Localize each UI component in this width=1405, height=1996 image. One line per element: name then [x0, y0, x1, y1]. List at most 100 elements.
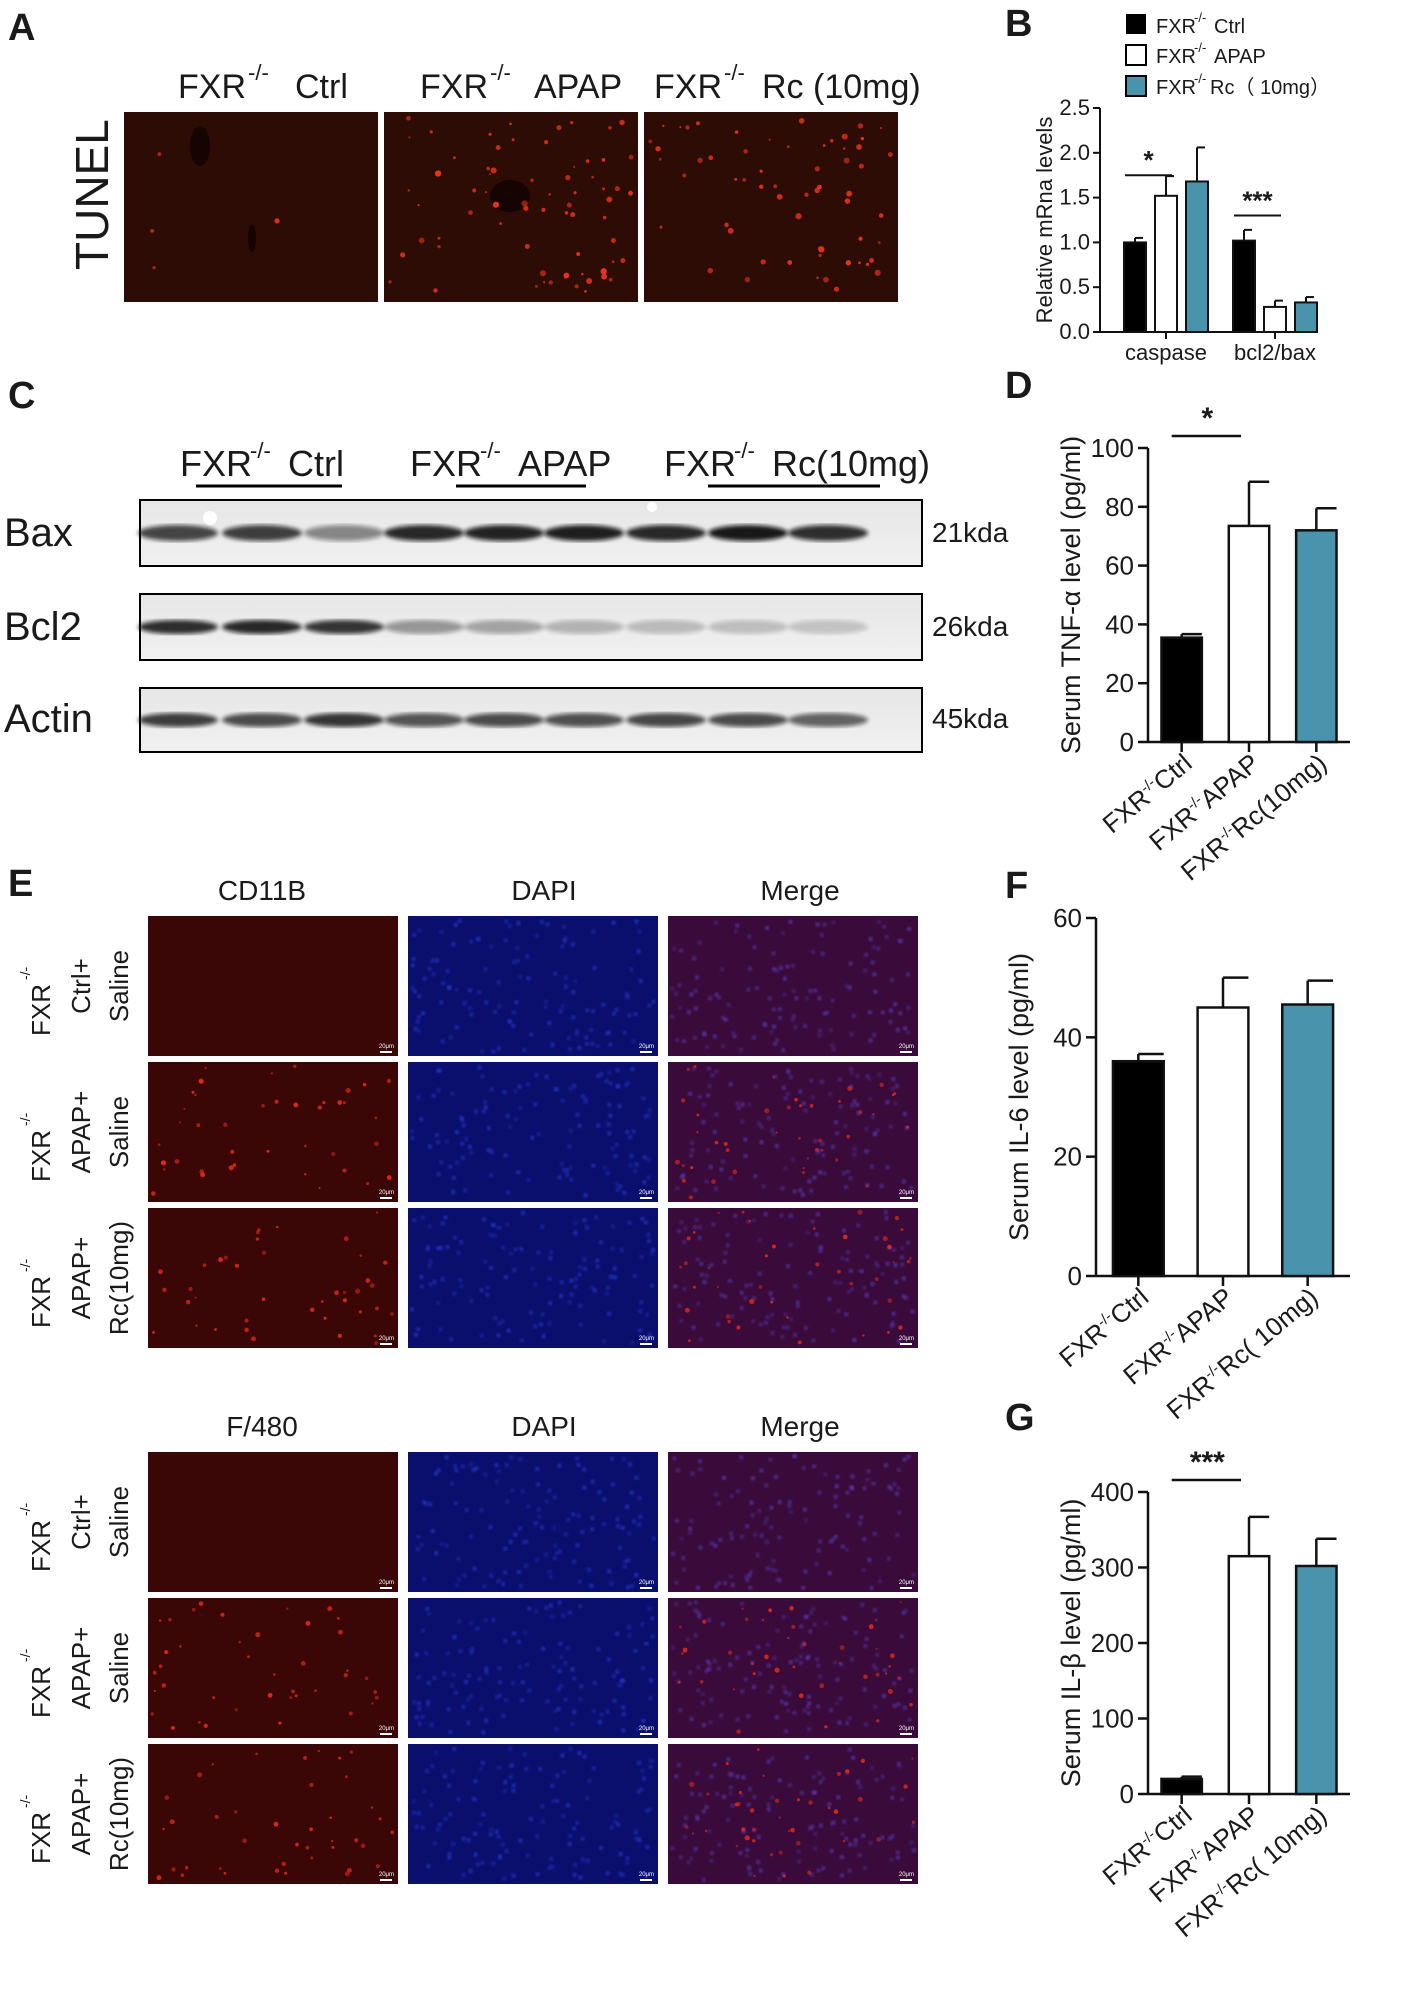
nucleus: [900, 1262, 905, 1267]
row-label-line2: APAP+: [66, 1627, 96, 1710]
nucleus: [431, 1093, 436, 1099]
header-apap: APAP: [534, 68, 622, 106]
nucleus: [640, 1768, 645, 1773]
nucleus: [512, 1267, 517, 1273]
positive-cell: [331, 1151, 336, 1157]
nucleus: [858, 1515, 864, 1520]
tunel-positive-cell: [798, 118, 805, 124]
nucleus: [787, 1213, 793, 1219]
positive-cell: [872, 1113, 875, 1116]
nucleus: [612, 1266, 617, 1271]
positive-cell: [903, 1784, 908, 1789]
nucleus: [747, 1102, 752, 1107]
nucleus: [526, 976, 531, 981]
nucleus: [496, 980, 501, 985]
scale-bar-label: 20μm: [379, 1336, 394, 1342]
nucleus: [798, 1188, 803, 1193]
nucleus: [787, 1691, 792, 1697]
nucleus: [854, 1102, 860, 1108]
tunel-positive-cell: [585, 159, 590, 163]
nucleus: [624, 1504, 630, 1509]
nucleus: [478, 1766, 483, 1772]
positive-cell: [684, 1307, 690, 1313]
nucleus: [636, 949, 641, 954]
nucleus: [690, 1471, 695, 1476]
y-tick-label: 0: [1120, 727, 1134, 757]
nucleus: [775, 1628, 780, 1633]
positive-cell: [842, 1234, 848, 1240]
positive-cell: [204, 1066, 207, 1070]
nucleus: [416, 1028, 422, 1034]
nucleus: [822, 1171, 827, 1176]
nucleus: [629, 1583, 635, 1589]
positive-cell: [223, 1122, 228, 1127]
tunel-positive-cell: [620, 258, 626, 264]
nucleus: [517, 1084, 522, 1090]
nucleus: [845, 1490, 850, 1495]
nucleus: [829, 1707, 834, 1713]
positive-cell: [293, 1064, 297, 1068]
y-tick-label: 0.5: [1059, 274, 1090, 299]
nucleus: [686, 1860, 691, 1865]
scale-bar-label: 20μm: [639, 1190, 654, 1196]
positive-cell: [787, 1636, 790, 1640]
nucleus: [695, 1585, 701, 1591]
micrograph: [408, 1208, 658, 1348]
nucleus: [642, 1155, 647, 1160]
panel-a-header-apap: FXR -/- APAP: [420, 60, 622, 106]
nucleus: [798, 1660, 804, 1666]
nucleus: [624, 1082, 629, 1088]
y-tick-label: 0.0: [1059, 319, 1090, 344]
nucleus: [512, 959, 517, 965]
nucleus: [766, 1806, 771, 1812]
nucleus: [435, 1300, 441, 1305]
nucleus: [533, 1102, 538, 1107]
positive-cell: [833, 1809, 839, 1814]
positive-cell: [892, 1261, 895, 1264]
nucleus: [808, 1825, 813, 1831]
nucleus: [690, 1148, 695, 1153]
nucleus: [738, 1850, 743, 1856]
row-label: FXR-/- APAP+ Saline: [17, 1627, 134, 1718]
nucleus: [639, 1300, 644, 1305]
nucleus: [739, 1601, 745, 1607]
nucleus: [766, 1663, 771, 1668]
nucleus: [870, 1281, 875, 1287]
tunel-positive-cell: [786, 145, 790, 149]
nucleus: [751, 1035, 757, 1040]
nucleus: [549, 1250, 554, 1255]
positive-cell: [751, 1827, 757, 1832]
row-label-sup: -/-: [17, 966, 33, 980]
nucleus: [746, 987, 751, 992]
nucleus: [802, 1507, 808, 1512]
positive-cell: [882, 1236, 888, 1242]
nucleus: [729, 1535, 735, 1541]
nucleus: [895, 1027, 900, 1033]
nucleus: [863, 1722, 869, 1727]
nucleus: [562, 1769, 567, 1775]
positive-cell: [741, 1827, 746, 1832]
nucleus: [564, 1172, 570, 1178]
tunel-positive-cell: [434, 170, 442, 177]
nucleus: [835, 1474, 840, 1480]
nucleus: [579, 1684, 584, 1689]
nucleus: [745, 1847, 750, 1853]
nucleus: [485, 1285, 490, 1290]
nucleus: [573, 1231, 578, 1236]
tunel-positive-cell: [548, 280, 553, 285]
nucleus: [413, 1026, 418, 1032]
tunel-positive-cell: [773, 184, 778, 189]
nucleus: [550, 1864, 555, 1869]
nucleus: [795, 1303, 800, 1309]
nucleus: [445, 1244, 450, 1250]
nucleus: [567, 1144, 572, 1150]
positive-cell: [847, 1085, 853, 1092]
ko-superscript: -/-: [724, 60, 745, 85]
nucleus: [469, 1620, 474, 1626]
nucleus: [482, 1099, 488, 1105]
nucleus: [777, 1499, 782, 1505]
blot-group-header-ctrl: FXR -/- Ctrl: [180, 438, 344, 488]
nucleus: [817, 1170, 823, 1175]
nucleus: [433, 1550, 439, 1556]
